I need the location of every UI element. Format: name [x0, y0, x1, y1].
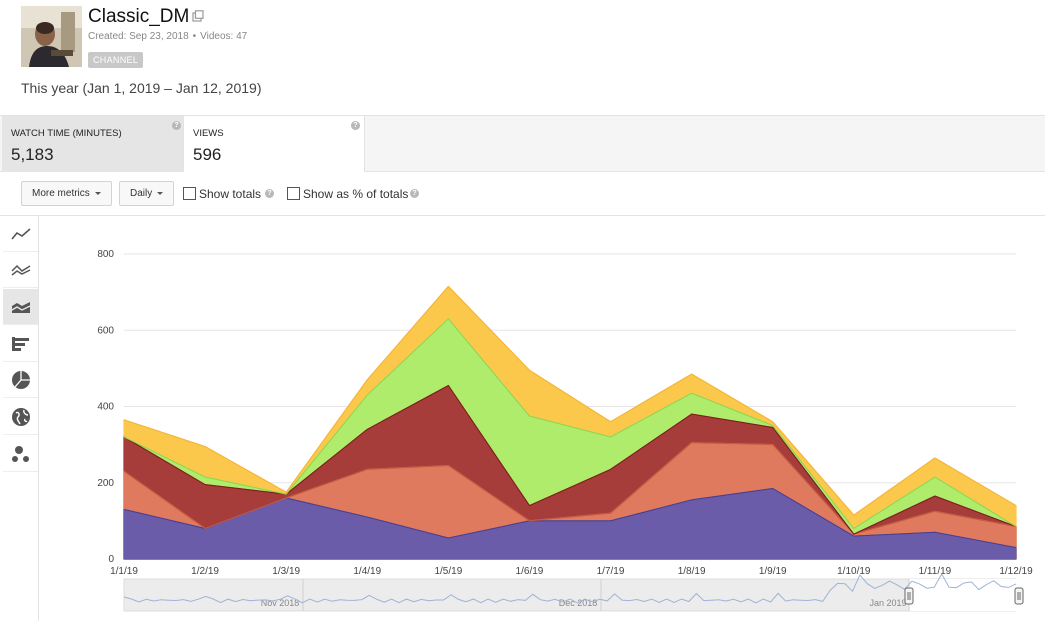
x-tick-label: 1/1/19	[110, 566, 138, 577]
y-tick-label: 200	[97, 478, 114, 489]
range-handle[interactable]	[904, 587, 914, 605]
multi-line-icon[interactable]	[3, 252, 38, 288]
channel-header: Classic_DM Created: Sep 23, 2018 • Videos:…	[0, 0, 1045, 116]
channel-badge: CHANNEL	[88, 52, 144, 68]
x-tick-label: 1/2/19	[191, 566, 219, 577]
x-tick-label: 1/4/19	[353, 566, 381, 577]
x-tick-label: 1/8/19	[678, 566, 706, 577]
more-metrics-button[interactable]: More metrics	[21, 181, 112, 206]
avatar[interactable]	[21, 6, 82, 67]
globe-icon[interactable]	[3, 399, 38, 435]
y-tick-label: 0	[108, 554, 114, 565]
help-icon[interactable]: ?	[351, 121, 360, 130]
channel-meta: Created: Sep 23, 2018 • Videos: 47	[88, 31, 247, 42]
series-line	[123, 285, 1017, 516]
metric-tab-views[interactable]: VIEWS 596 ?	[184, 116, 365, 172]
date-range: This year (Jan 1, 2019 – Jan 12, 2019)	[21, 80, 262, 96]
series-line	[123, 442, 1017, 535]
metric-tab-watch-time[interactable]: WATCH TIME (MINUTES) 5,183 ?	[2, 116, 184, 172]
x-tick-label: 1/3/19	[272, 566, 300, 577]
toolbar: More metrics Daily Show totals ? Show as…	[0, 172, 1045, 216]
range-handle[interactable]	[1014, 587, 1024, 605]
navigator-series	[123, 572, 1017, 604]
help-icon[interactable]: ?	[172, 121, 181, 130]
y-tick-label: 600	[97, 325, 114, 336]
metric-label: WATCH TIME (MINUTES)	[11, 128, 122, 139]
line-chart-icon[interactable]	[3, 216, 38, 252]
range-navigator	[123, 578, 1017, 612]
show-percent-label[interactable]: Show as % of totals	[303, 187, 409, 201]
range-selection	[909, 579, 1020, 611]
navigator-label: Nov 2018	[261, 598, 300, 608]
x-tick-label: 1/11/19	[919, 566, 952, 577]
channel-name[interactable]: Classic_DM	[88, 6, 190, 27]
series-line	[123, 318, 1017, 530]
y-tick-label: 400	[97, 402, 114, 413]
metric-tabs: WATCH TIME (MINUTES) 5,183 ? VIEWS 596 ?	[0, 116, 1045, 172]
navigator-label: Jan 2019	[869, 598, 906, 608]
more-metrics-label: More metrics	[32, 188, 90, 199]
show-percent-checkbox[interactable]	[287, 187, 300, 200]
x-tick-label: 1/10/19	[837, 566, 871, 577]
series-line	[123, 384, 1017, 535]
video-count: Videos: 47	[200, 31, 248, 42]
x-tick-label: 1/9/19	[759, 566, 787, 577]
interval-dropdown[interactable]: Daily	[119, 181, 175, 206]
x-tick-label: 1/5/19	[434, 566, 462, 577]
metric-value: 596	[193, 145, 222, 164]
meta-separator: •	[192, 31, 197, 42]
help-icon[interactable]: ?	[265, 189, 274, 198]
pie-chart-icon[interactable]	[3, 362, 38, 398]
show-totals-label[interactable]: Show totals	[199, 187, 262, 201]
x-tick-label: 1/7/19	[597, 566, 625, 577]
external-link-icon[interactable]	[192, 10, 204, 22]
show-totals-checkbox[interactable]	[183, 187, 196, 200]
x-tick-label: 1/6/19	[516, 566, 544, 577]
interval-label: Daily	[130, 188, 153, 199]
stacked-area-icon[interactable]	[3, 289, 38, 325]
chart-type-rail	[2, 216, 39, 621]
metric-label: VIEWS	[193, 128, 224, 139]
help-icon[interactable]: ?	[410, 189, 419, 198]
x-tick-label: 1/12/19	[999, 566, 1033, 577]
chevron-down-icon	[94, 191, 101, 195]
created-date: Created: Sep 23, 2018	[88, 31, 189, 42]
bubble-chart-icon[interactable]	[3, 436, 38, 472]
metric-value: 5,183	[11, 145, 54, 164]
chevron-down-icon	[157, 191, 164, 195]
bar-chart-icon[interactable]	[3, 326, 38, 362]
y-tick-label: 800	[97, 249, 114, 260]
